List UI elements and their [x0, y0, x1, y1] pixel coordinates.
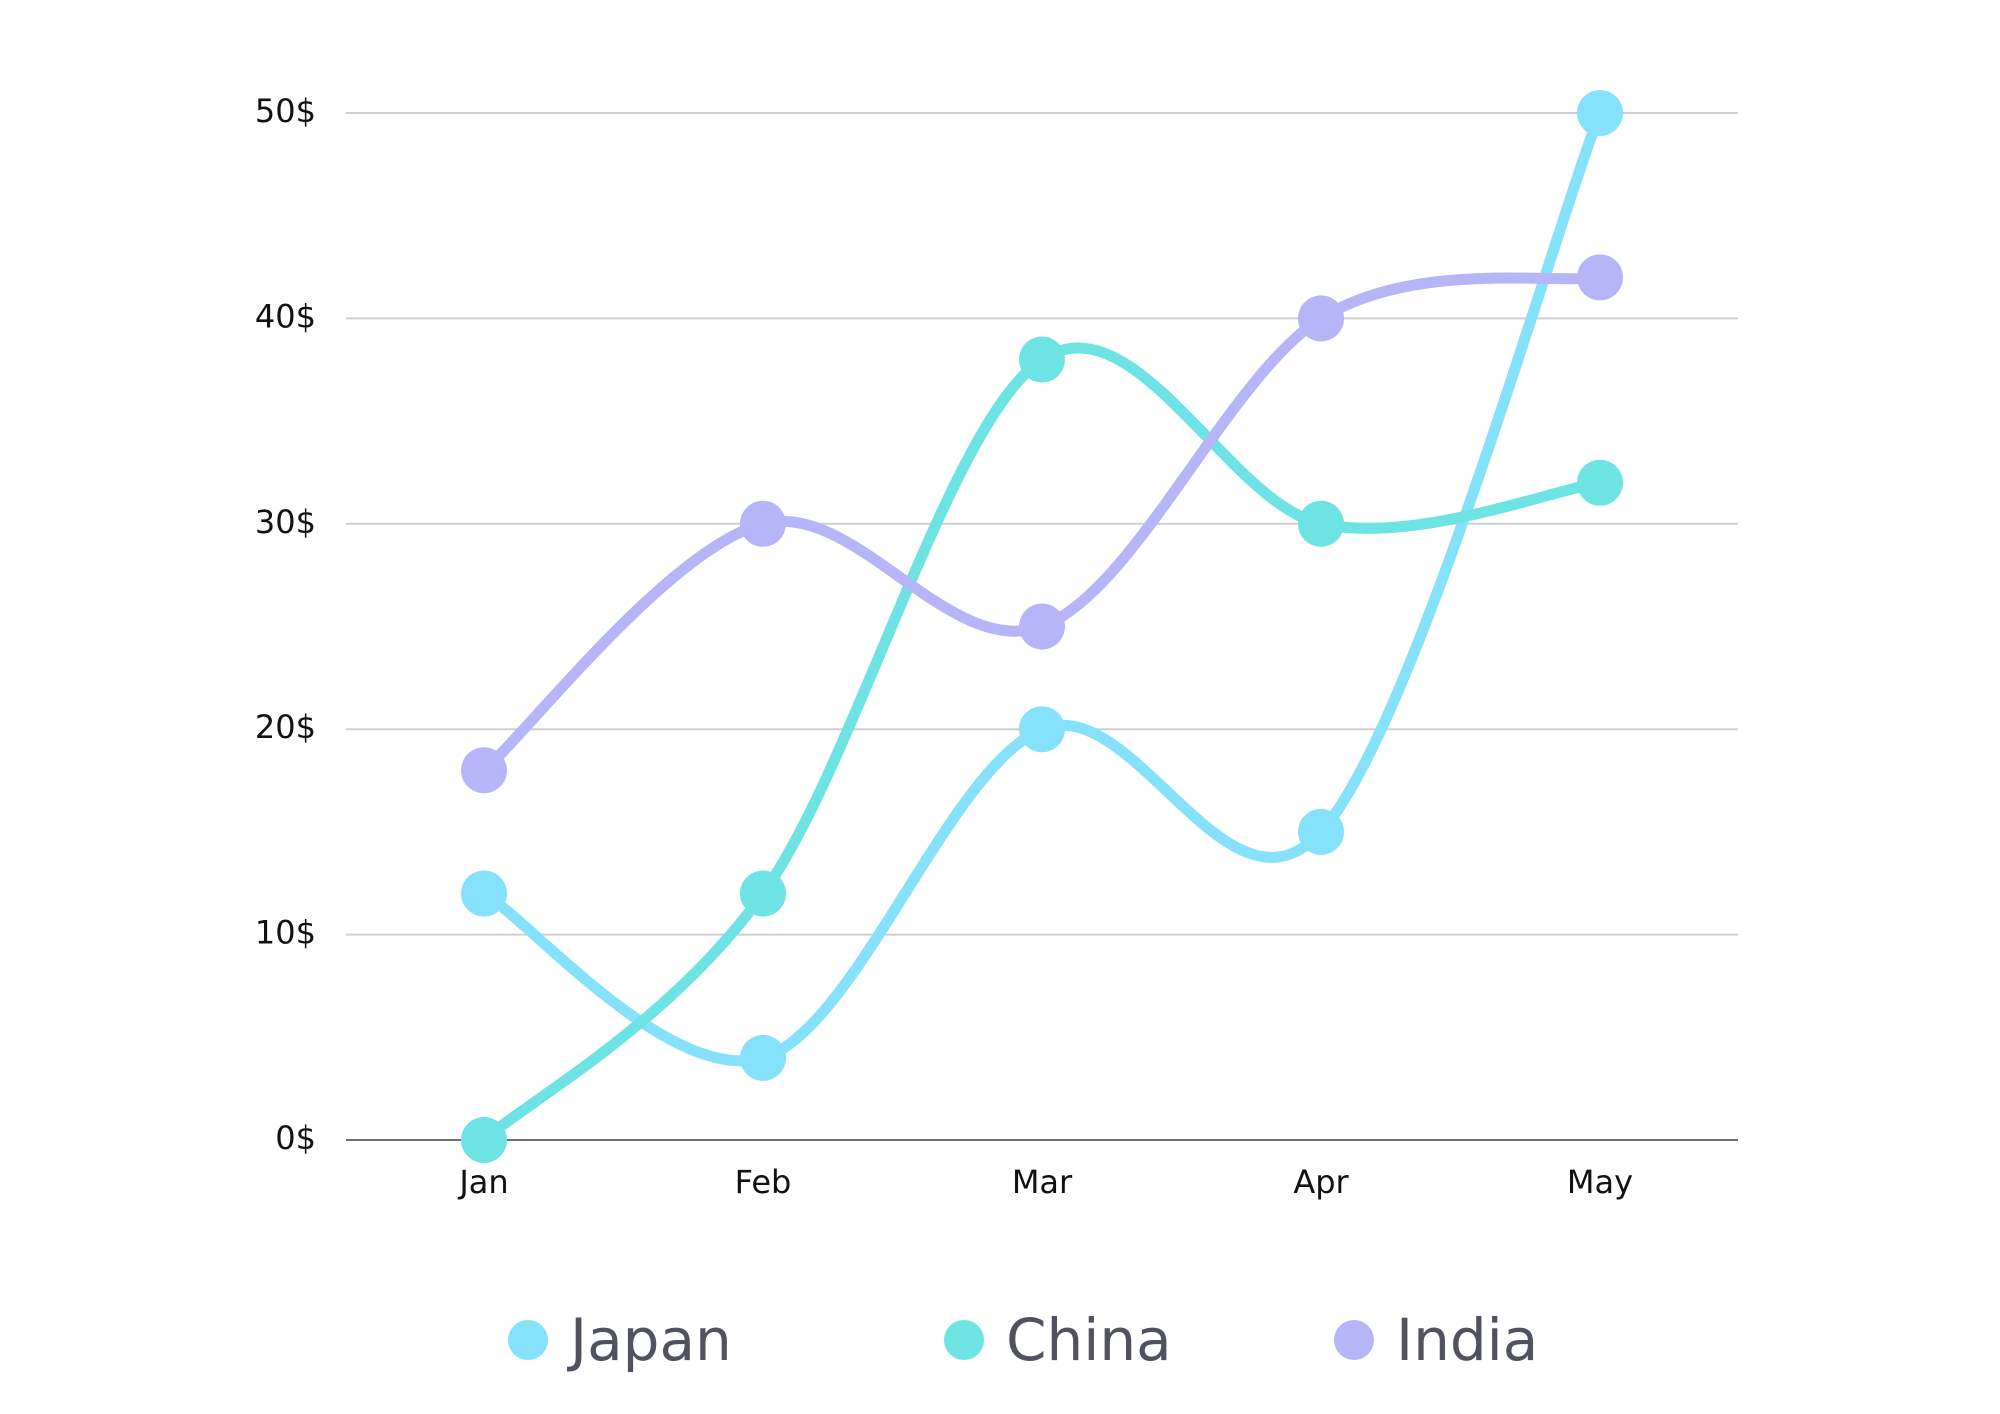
data-point-india[interactable]	[1577, 254, 1623, 301]
y-tick-label: 50$	[255, 92, 316, 130]
legend-label-japan: Japan	[570, 1306, 732, 1374]
legend-marker-china	[944, 1320, 984, 1360]
legend-label-india: India	[1396, 1306, 1539, 1374]
data-point-india[interactable]	[1019, 603, 1065, 650]
data-point-india[interactable]	[1298, 295, 1344, 342]
series-points	[461, 90, 1623, 1163]
data-point-india[interactable]	[740, 500, 786, 547]
legend-item-china[interactable]: China	[944, 1300, 1172, 1380]
x-axis: Jan Feb Mar Apr May	[457, 1163, 1633, 1201]
legend-item-india[interactable]: India	[1334, 1300, 1538, 1380]
legend-marker-japan	[508, 1320, 548, 1360]
x-tick-label: Mar	[1012, 1163, 1073, 1201]
data-point-china[interactable]	[1019, 336, 1065, 383]
x-tick-label: Jan	[457, 1163, 508, 1201]
x-tick-label: Feb	[735, 1163, 792, 1201]
data-point-japan[interactable]	[461, 870, 507, 917]
data-point-china[interactable]	[461, 1117, 507, 1163]
y-axis: 0$ 10$ 20$ 30$ 40$ 50$	[255, 92, 316, 1157]
data-point-japan[interactable]	[1577, 90, 1623, 136]
y-tick-label: 40$	[255, 297, 316, 335]
data-point-india[interactable]	[461, 747, 507, 794]
x-tick-label: May	[1567, 1163, 1633, 1201]
data-point-japan[interactable]	[1019, 706, 1065, 753]
y-tick-label: 0$	[275, 1119, 316, 1157]
legend-item-japan[interactable]: Japan	[508, 1300, 732, 1380]
y-tick-label: 20$	[255, 708, 316, 746]
legend-marker-india	[1334, 1320, 1374, 1360]
y-tick-label: 30$	[255, 503, 316, 541]
y-tick-label: 10$	[255, 914, 316, 952]
data-point-china[interactable]	[1298, 500, 1344, 547]
data-point-japan[interactable]	[740, 1034, 786, 1081]
data-point-china[interactable]	[740, 870, 786, 917]
legend: Japan China India	[0, 1300, 2000, 1380]
data-point-japan[interactable]	[1298, 808, 1344, 855]
legend-label-china: China	[1006, 1306, 1172, 1374]
x-tick-label: Apr	[1293, 1163, 1349, 1201]
series-line-china	[478, 342, 1606, 1146]
series-line-japan	[478, 107, 1606, 1067]
data-point-china[interactable]	[1577, 459, 1623, 506]
